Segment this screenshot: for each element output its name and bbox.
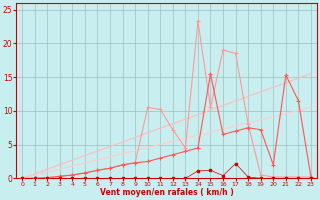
X-axis label: Vent moyen/en rafales ( km/h ): Vent moyen/en rafales ( km/h ) [100, 188, 233, 197]
